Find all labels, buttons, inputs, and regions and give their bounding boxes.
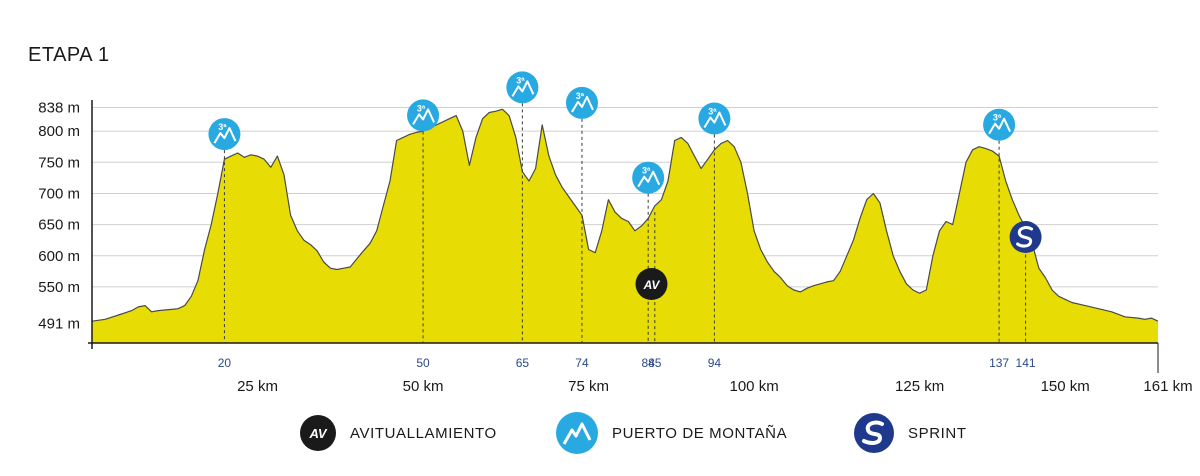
mountain-icon [556, 412, 598, 454]
av-badge: AV [308, 426, 327, 441]
y-tick-label: 491 m [38, 316, 80, 333]
legend-av: AV AVITUALLAMIENTO [298, 410, 497, 456]
y-tick-label: 838 m [38, 99, 80, 116]
mountain-category: 3ª [417, 103, 426, 113]
marker-km-label: 84 [641, 356, 655, 370]
x-tick-label: 125 km [895, 378, 944, 395]
mountain-category: 3ª [576, 91, 585, 101]
elevation-chart: 491 m 550 m 600 m 650 m 700 m 750 m 800 m 838 m… [38, 71, 1193, 395]
legend-av-label: AVITUALLAMIENTO [350, 424, 497, 442]
mountain-glyph [511, 80, 535, 97]
legend-sprint: SPRINT [852, 410, 967, 456]
mountain-icon [632, 161, 665, 194]
mountain-icon [407, 99, 440, 132]
y-tick-label: 550 m [38, 279, 80, 296]
page-title: ETAPA 1 [28, 44, 110, 66]
marker-km-label: 141 [1016, 356, 1036, 370]
x-tick-label: 25 km [237, 378, 278, 395]
marker-km-label: 65 [516, 356, 530, 370]
mountain-glyph [412, 108, 435, 125]
elevation-line [91, 108, 1159, 322]
mountain-glyph [703, 111, 727, 129]
y-tick-label: 800 m [38, 123, 80, 140]
x-tick-label: 75 km [568, 378, 609, 395]
x-tick-label: 150 km [1041, 378, 1090, 395]
legend-mountain: PUERTO DE MONTAÑA [554, 410, 787, 456]
elevation-area [92, 109, 1158, 343]
mountain-category: 3ª [516, 75, 525, 85]
sprint-glyph [1016, 226, 1034, 248]
av-icon [635, 268, 668, 300]
x-tick-label: 50 km [403, 378, 444, 395]
x-tick-label: 161 km [1143, 378, 1192, 395]
marker-km-label: 94 [708, 356, 722, 370]
y-tick-label: 750 m [38, 154, 80, 171]
y-tick-label: 650 m [38, 217, 80, 234]
legend-mountain-label: PUERTO DE MONTAÑA [612, 424, 788, 442]
y-tick-label: 700 m [38, 185, 80, 202]
mountain-icon [565, 86, 598, 119]
marker-km-label: 137 [989, 356, 1009, 370]
mountain-category: 3ª [642, 166, 651, 176]
mountain-category: 3ª [993, 113, 1002, 123]
mountain-icon [983, 108, 1016, 141]
mountain-glyph [637, 170, 661, 188]
mountain-glyph [571, 95, 594, 113]
mountain-category: 3ª [708, 107, 717, 117]
x-tick-label: 100 km [730, 378, 779, 395]
mountain-glyph [213, 127, 237, 144]
mountain-icon [698, 102, 731, 135]
marker-km-label: 74 [575, 356, 589, 370]
mountain-glyph [988, 117, 1012, 135]
legend-sprint-label: SPRINT [908, 424, 967, 442]
sprint-icon [854, 413, 894, 453]
mountain-category: 3ª [218, 122, 227, 132]
marker-km-label: 50 [416, 356, 430, 370]
y-tick-label: 600 m [38, 248, 80, 265]
av-icon: AV [300, 415, 336, 451]
marker-km-label: 20 [218, 356, 232, 370]
av-badge: AV [643, 278, 661, 292]
marker-km-label: 85 [648, 356, 662, 370]
mountain-icon [208, 118, 241, 151]
mountain-icon [506, 71, 539, 104]
